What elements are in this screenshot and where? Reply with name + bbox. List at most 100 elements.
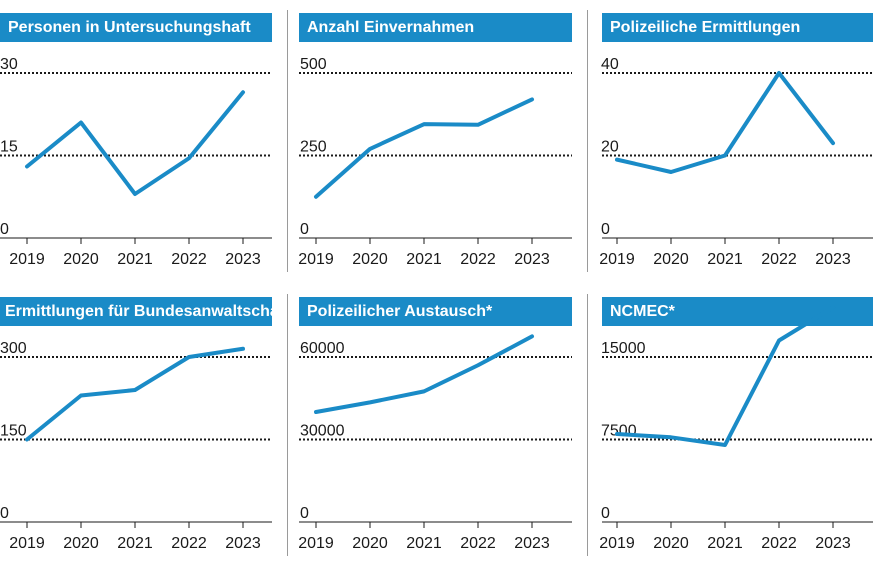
x-tick-label: 2021 [707, 251, 743, 268]
x-tick-label: 2021 [117, 251, 153, 268]
data-point [314, 195, 318, 199]
y-tick-label: 0 [300, 221, 309, 238]
data-point [314, 410, 318, 414]
data-point [831, 141, 835, 145]
x-tick-label: 2019 [599, 251, 635, 268]
x-tick-label: 2020 [653, 535, 689, 552]
series-line [314, 334, 534, 414]
x-tick-label: 2022 [171, 251, 207, 268]
series-line [25, 346, 245, 442]
data-point [530, 334, 534, 338]
chart-panel-einvernahmen: Anzahl Einvernahmen 0 250 500 2019 2020 2021 2… [288, 0, 576, 272]
x-tick-label: 2019 [298, 535, 334, 552]
x-tick-label: 2023 [815, 535, 851, 552]
panel-divider [287, 10, 288, 272]
y-tick-label: 20 [601, 139, 619, 156]
data-point [133, 192, 137, 196]
y-tick-label: 300 [0, 340, 27, 357]
data-point [79, 394, 83, 398]
data-point [241, 347, 245, 351]
series-line [314, 97, 534, 199]
chart-title: Personen in Untersuchungshaft [0, 13, 272, 42]
line-chart: 0 30000 60000 2019 2020 2021 2022 2023 [298, 334, 572, 552]
series-line [615, 305, 835, 447]
x-tick-label: 2023 [514, 535, 550, 552]
x-tick-label: 2021 [707, 535, 743, 552]
data-point [133, 388, 137, 392]
x-tick-label: 2019 [599, 535, 635, 552]
chart-panel-bundesanwaltschaft: Ermittlungen für Bundesanwaltschaft 0 150… [0, 284, 288, 556]
chart-panel-untersuchungshaft: Personen in Untersuchungshaft 0 15 30 2019 2… [0, 0, 288, 272]
data-point [530, 97, 534, 101]
line-chart: 0 7500 15000 2019 2020 2021 2022 2023 [599, 305, 873, 552]
chart-panel-polizeiliche-ermittlungen: Polizeiliche Ermittlungen 0 20 40 2019 2020 2… [588, 0, 873, 272]
data-point [476, 363, 480, 367]
data-point [422, 122, 426, 126]
data-point [831, 306, 835, 310]
x-tick-label: 2019 [9, 535, 45, 552]
series-line [615, 71, 835, 174]
y-tick-label: 7500 [601, 423, 637, 440]
data-point [25, 438, 29, 442]
y-tick-label: 60000 [300, 340, 345, 357]
x-tick-label: 2019 [298, 251, 334, 268]
y-tick-label: 40 [601, 56, 619, 73]
x-tick-label: 2020 [63, 251, 99, 268]
chart-panel-polizeilicher-austausch: Polizeilicher Austausch* 0 30000 60000 2019… [288, 284, 576, 556]
chart-panel-ncmec: NCMEC* 0 7500 15000 2019 2020 2021 2022 2023 [588, 284, 873, 556]
x-tick-label: 2023 [225, 535, 261, 552]
x-tick-label: 2023 [514, 251, 550, 268]
x-tick-label: 2019 [9, 251, 45, 268]
data-point [422, 389, 426, 393]
data-point [368, 147, 372, 151]
x-tick-label: 2020 [63, 535, 99, 552]
y-tick-label: 0 [0, 505, 9, 522]
y-tick-label: 15 [0, 139, 18, 156]
x-tick-label: 2022 [761, 251, 797, 268]
data-point [669, 435, 673, 439]
data-point [669, 170, 673, 174]
x-tick-label: 2022 [761, 535, 797, 552]
chart-title: Anzahl Einvernahmen [299, 13, 572, 42]
chart-title: Polizeilicher Austausch* [299, 297, 572, 326]
line-chart: 0 15 30 2019 2020 2021 2022 2023 [0, 56, 272, 268]
x-tick-label: 2021 [117, 535, 153, 552]
x-tick-label: 2020 [352, 251, 388, 268]
y-tick-label: 30000 [300, 423, 345, 440]
line-chart: 0 150 300 2019 2020 2021 2022 2023 [0, 340, 272, 552]
x-tick-label: 2020 [352, 535, 388, 552]
chart-title: Polizeiliche Ermittlungen [602, 13, 873, 42]
line-chart: 0 20 40 2019 2020 2021 2022 2023 [599, 56, 873, 268]
line-chart: 0 250 500 2019 2020 2021 2022 2023 [298, 56, 572, 268]
y-tick-label: 250 [300, 139, 327, 156]
series-line [25, 90, 245, 196]
data-point [777, 71, 781, 75]
chart-title: Ermittlungen für Bundesanwaltschaft [0, 297, 272, 326]
x-tick-label: 2023 [225, 251, 261, 268]
x-tick-label: 2021 [406, 535, 442, 552]
data-point [79, 121, 83, 125]
data-point [615, 158, 619, 162]
data-point [615, 432, 619, 436]
y-tick-label: 500 [300, 56, 327, 73]
y-tick-label: 0 [601, 221, 610, 238]
y-tick-label: 30 [0, 56, 18, 73]
data-point [187, 355, 191, 359]
data-point [368, 400, 372, 404]
data-point [723, 443, 727, 447]
panel-divider [587, 294, 588, 556]
data-point [241, 90, 245, 94]
x-tick-label: 2023 [815, 251, 851, 268]
x-tick-label: 2022 [171, 535, 207, 552]
data-point [723, 154, 727, 158]
y-tick-label: 0 [0, 221, 9, 238]
y-tick-label: 15000 [601, 340, 646, 357]
x-tick-label: 2021 [406, 251, 442, 268]
data-point [476, 123, 480, 127]
data-point [777, 339, 781, 343]
x-tick-label: 2022 [460, 251, 496, 268]
y-tick-label: 0 [601, 505, 610, 522]
data-point [187, 156, 191, 160]
x-tick-label: 2020 [653, 251, 689, 268]
